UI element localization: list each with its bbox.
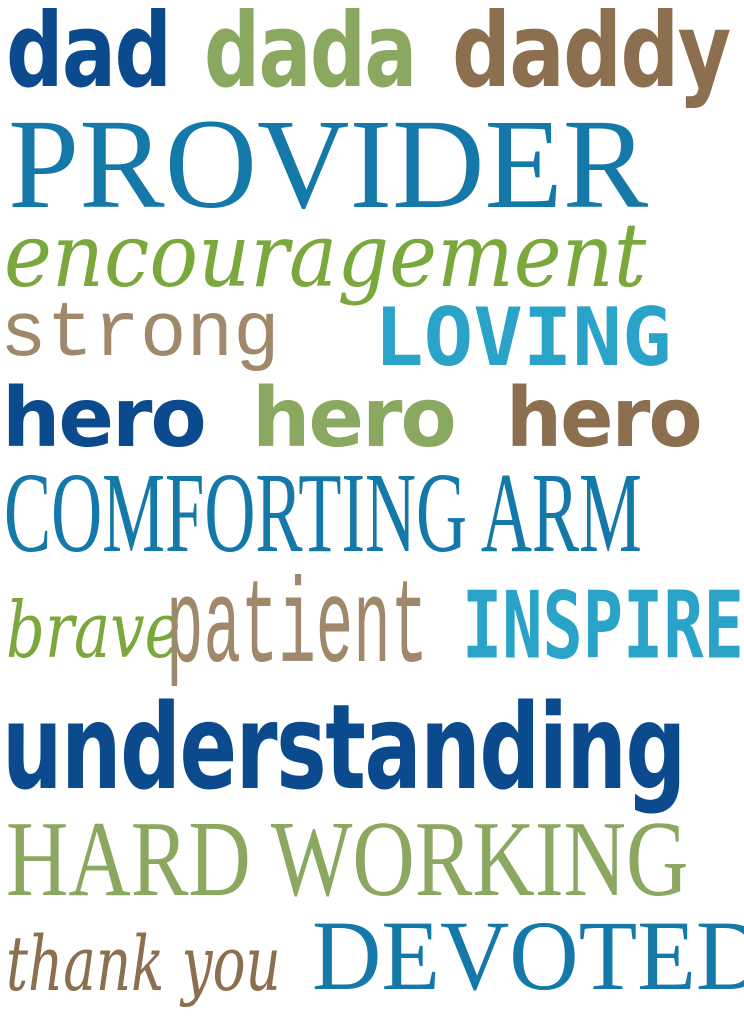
word-patient: patient bbox=[166, 561, 429, 698]
word-strong: strong bbox=[0, 290, 280, 379]
word-dada: dada bbox=[204, 0, 417, 112]
word-dad: dad bbox=[6, 0, 172, 112]
word-thank-you: thank you bbox=[6, 919, 281, 1008]
word-hard-working: HARD WORKING bbox=[6, 800, 689, 919]
word-inspire: INSPIRE bbox=[462, 571, 744, 680]
word-encouragement: encouragement bbox=[4, 204, 647, 307]
word-hero-1: hero bbox=[2, 371, 207, 466]
word-devoted: DEVOTED bbox=[312, 900, 744, 1011]
word-hero-3: hero bbox=[506, 371, 703, 466]
word-provider: PROVIDER bbox=[8, 93, 649, 235]
word-daddy: daddy bbox=[452, 0, 731, 112]
word-understanding: understanding bbox=[2, 678, 686, 816]
word-brave: brave bbox=[6, 586, 181, 676]
word-comforting-arm: COMFORTING ARM bbox=[4, 449, 642, 576]
word-loving: LOVING bbox=[374, 291, 672, 384]
word-hero-2: hero bbox=[252, 371, 457, 466]
